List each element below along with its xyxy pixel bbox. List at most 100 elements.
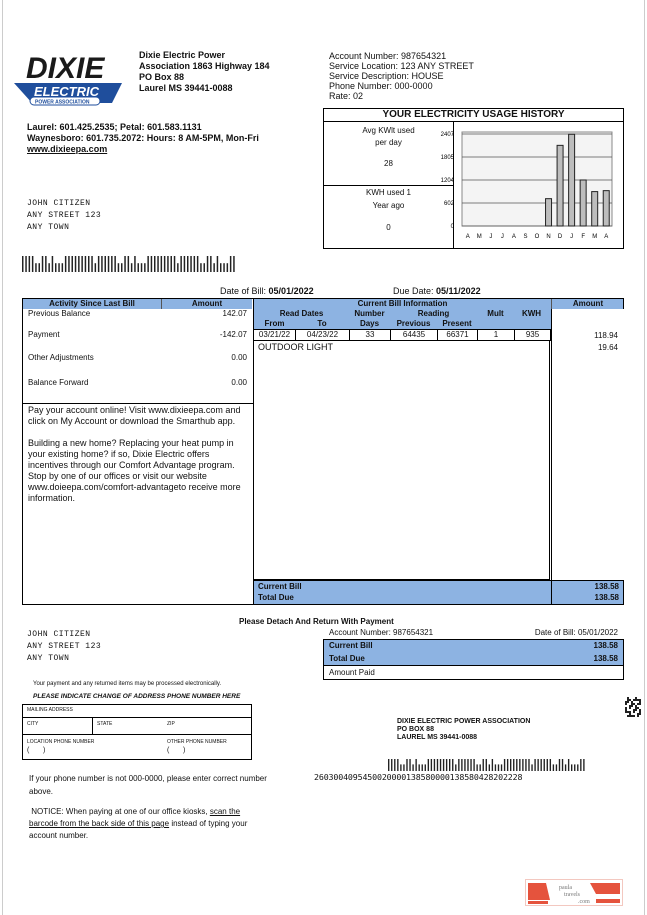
barcode-bar xyxy=(203,263,205,272)
barcode-bar xyxy=(81,256,83,272)
city-field[interactable]: CITY xyxy=(23,718,93,734)
customer-name: JOHN CITIZEN xyxy=(27,199,91,208)
number-header: Number xyxy=(354,309,385,318)
remit-name: DIXIE ELECTRIC POWER ASSOCIATION xyxy=(397,718,531,725)
barcode-bar xyxy=(74,256,77,272)
current-bill-label: Current Bill xyxy=(258,582,302,591)
qr-module xyxy=(629,713,631,715)
amount-paid-field[interactable]: Amount Paid xyxy=(324,666,623,679)
x-tick-label: J xyxy=(501,234,504,240)
barcode-bar xyxy=(549,759,552,771)
location-phone-field[interactable]: ( ) xyxy=(27,747,46,754)
company-street: Association 1863 Highway 184 xyxy=(139,61,270,71)
barcode-bar xyxy=(500,764,503,771)
barcode-bar xyxy=(485,759,487,771)
barcode-bar xyxy=(577,764,579,771)
barcode-bar xyxy=(48,263,50,272)
qr-module xyxy=(635,699,637,701)
barcode-bar xyxy=(445,759,448,771)
barcode-bar xyxy=(458,759,460,771)
barcode-bar xyxy=(111,256,113,272)
account-info: Account Number: 987654321 Service Locati… xyxy=(329,51,474,101)
barcode-bar xyxy=(233,256,235,272)
bill-date: Date of Bill: 05/01/2022 xyxy=(220,286,314,297)
phone-note: If your phone number is not 000-0000, pl… xyxy=(29,774,267,796)
barcode-bar xyxy=(543,759,545,771)
barcode-bar xyxy=(196,256,199,272)
barcode-bar xyxy=(537,759,539,771)
barcode-bar xyxy=(555,764,558,771)
state-label[interactable]: STATE xyxy=(97,721,113,727)
stub-amount-box: Current Bill 138.58 Total Due 138.58 Amo… xyxy=(323,639,624,680)
days-header: Days xyxy=(359,319,380,328)
qr-module xyxy=(637,699,639,701)
mult-header: Mult xyxy=(487,309,504,318)
read-dates-header: Read Dates xyxy=(279,309,324,318)
qr-module xyxy=(631,715,633,717)
qr-module xyxy=(639,701,641,703)
barcode-bar xyxy=(473,759,475,771)
online-notice: Pay your account online! Visit www.dixie… xyxy=(28,405,241,426)
total-due-label: Total Due xyxy=(258,593,294,602)
barcode-bar xyxy=(170,256,172,272)
barcode-bar xyxy=(97,256,100,272)
company-po-box: PO Box 88 xyxy=(139,72,185,82)
customer-town: ANY TOWN xyxy=(27,223,70,232)
mailing-address-field[interactable]: MAILING ADDRESS xyxy=(23,705,251,718)
barcode-bar xyxy=(104,256,106,272)
barcode-bar xyxy=(552,764,555,771)
x-tick-label: A xyxy=(512,234,516,240)
barcode-bar xyxy=(403,764,405,771)
service-description: Service Description: HOUSE xyxy=(329,71,444,81)
phones: Laurel: 601.425.2535; Petal: 601.583.113… xyxy=(27,122,202,132)
x-tick-label: J xyxy=(570,234,573,240)
barcode-bar xyxy=(160,256,163,272)
barcode-bar xyxy=(193,256,196,272)
usage-bar xyxy=(545,198,553,227)
stub-total-due-label: Total Due xyxy=(329,654,365,663)
barcode-bar xyxy=(506,759,509,771)
qr-module xyxy=(629,699,631,701)
barcode-bar xyxy=(180,256,182,272)
barcode-link[interactable]: scan the barcode from the back side of t… xyxy=(29,807,241,828)
barcode-bar xyxy=(525,759,527,771)
other-phone-label[interactable]: OTHER PHONE NUMBER xyxy=(167,739,227,745)
qr-module xyxy=(637,703,639,705)
customer-address: JOHN CITIZEN ANY STREET 123 ANY TOWN xyxy=(27,198,101,234)
other-phone-field[interactable]: ( ) xyxy=(167,747,186,754)
barcode-bar xyxy=(41,256,44,272)
usage-bar xyxy=(591,191,599,227)
remit-po-box: PO BOX 88 xyxy=(397,726,434,733)
activity-label: Payment xyxy=(28,330,60,339)
barcode-bar xyxy=(163,256,166,272)
outdoor-light-label: OUTDOOR LIGHT xyxy=(258,342,334,352)
barcode-bar xyxy=(216,256,219,272)
usage-bar xyxy=(579,179,587,227)
barcode-bar xyxy=(58,263,60,272)
customer-street: ANY STREET 123 xyxy=(27,642,102,651)
barcode-bar xyxy=(531,764,533,771)
barcode-bar xyxy=(91,256,93,272)
due-date-value: 05/11/2022 xyxy=(436,286,481,296)
barcode-bar xyxy=(494,764,497,771)
qr-module xyxy=(635,707,637,709)
svg-text:ELECTRIC: ELECTRIC xyxy=(34,84,100,99)
barcode-bar xyxy=(479,764,481,771)
barcode-bar xyxy=(137,263,139,272)
barcode-bar xyxy=(503,759,506,771)
y-tick-label: 602 xyxy=(444,201,455,207)
location-phone-label[interactable]: LOCATION PHONE NUMBER xyxy=(27,739,95,745)
zip-label[interactable]: ZIP xyxy=(167,721,175,727)
barcode-bar xyxy=(61,263,64,272)
barcode-bar xyxy=(78,256,80,272)
qr-module xyxy=(629,705,631,707)
qr-module xyxy=(639,711,641,713)
activity-amount: 0.00 xyxy=(231,353,247,362)
activity-amount: -142.07 xyxy=(219,330,247,339)
barcode-bar xyxy=(38,263,40,272)
barcode-bar xyxy=(421,764,423,771)
year-value: 0 xyxy=(386,223,391,232)
x-tick-label: O xyxy=(535,234,540,240)
website-link[interactable]: www.dixieepa.com xyxy=(27,144,108,154)
